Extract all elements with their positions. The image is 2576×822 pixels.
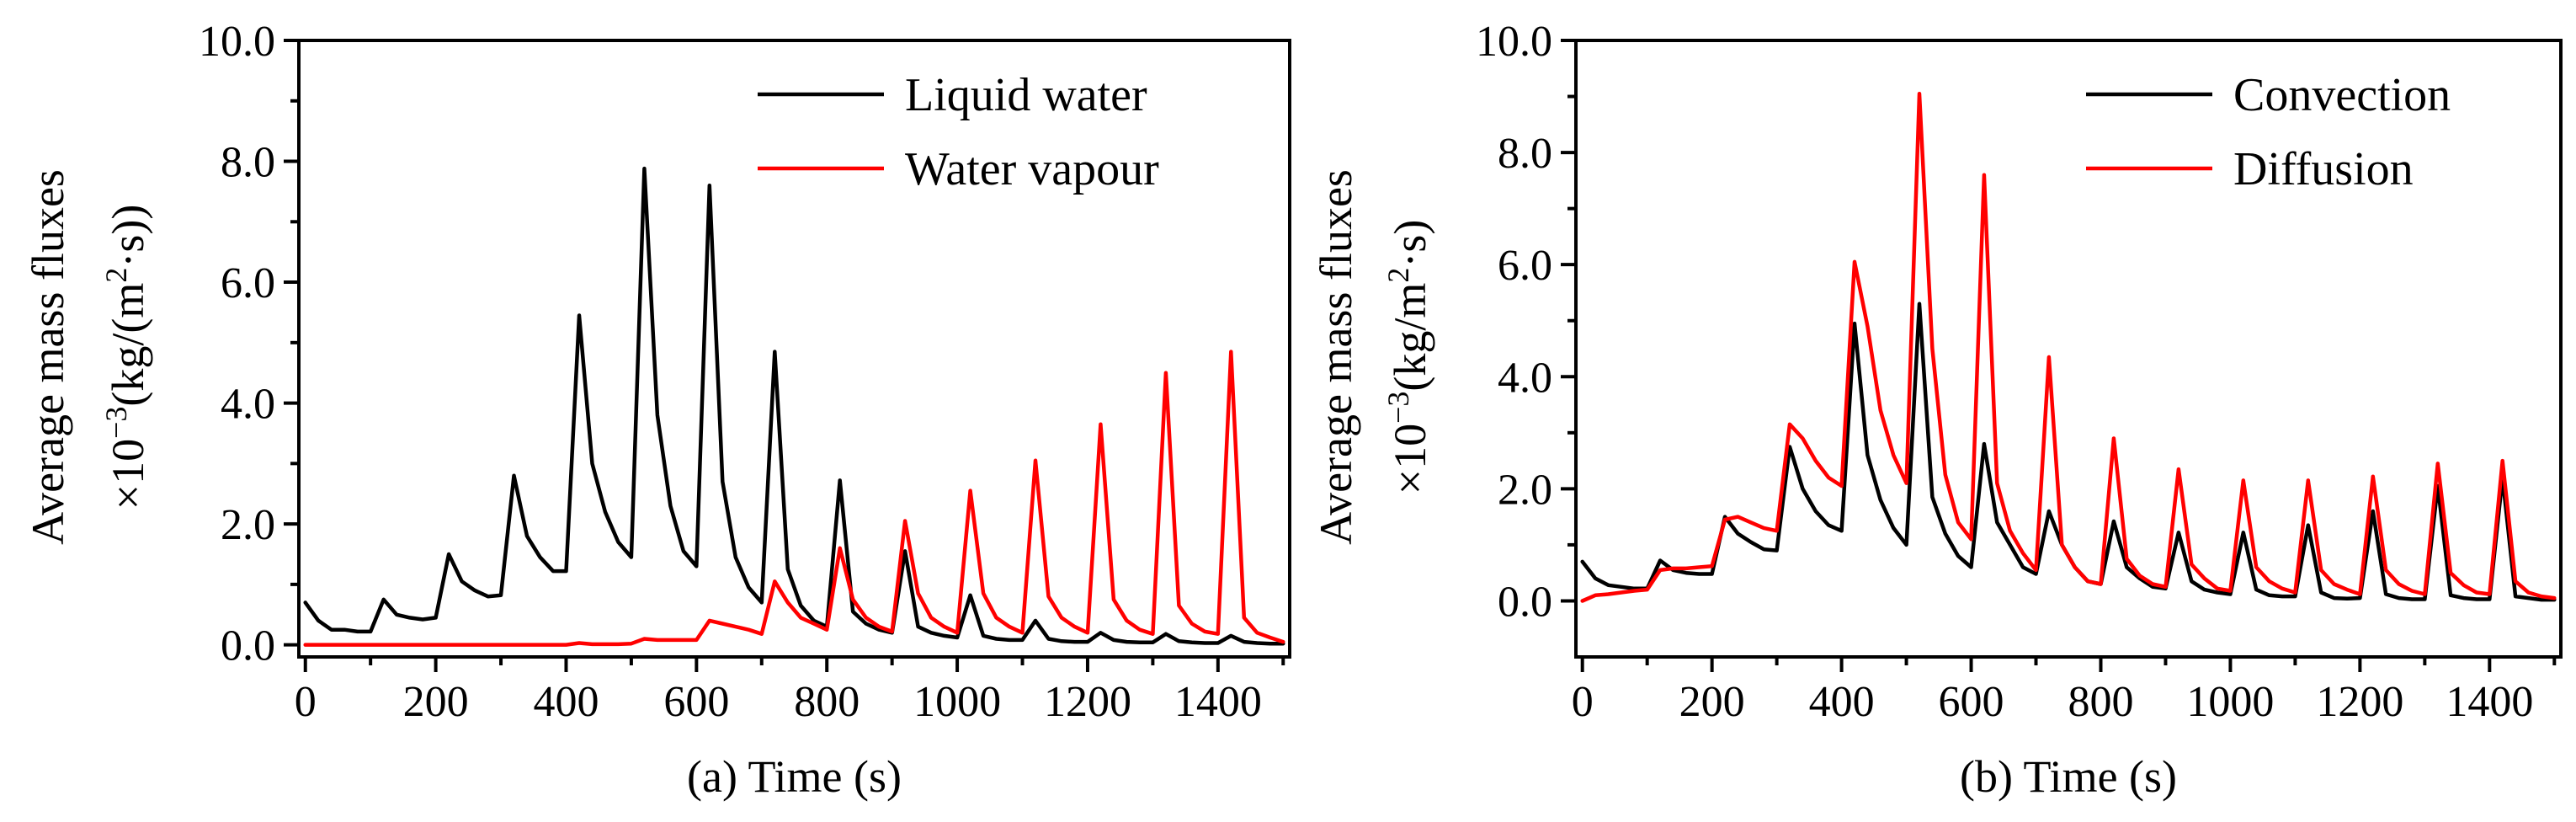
x-tick-label: 400	[533, 678, 599, 726]
x-tick-label: 400	[1809, 678, 1875, 726]
y-tick-label: 6.0	[221, 259, 275, 307]
y-tick-label: 0.0	[221, 622, 275, 670]
y-tick-label: 2.0	[1498, 466, 1552, 514]
x-axis-title: (a) Time (s)	[687, 751, 902, 802]
x-tick-label: 800	[2068, 678, 2133, 726]
series-line-water-vapour	[303, 350, 1285, 647]
x-tick-label: 1000	[2186, 678, 2274, 726]
y-axis-title-part: (kg/m	[1385, 283, 1435, 392]
x-tick-label: 0	[1572, 678, 1594, 726]
x-tick-label: 1400	[1174, 678, 1262, 726]
y-axis-title-part: −3	[99, 407, 133, 439]
x-axis-title: (b) Time (s)	[1960, 751, 2177, 802]
legend-label-liquid-water: Liquid water	[905, 69, 1147, 121]
x-tick-label: 1200	[1044, 678, 1131, 726]
y-tick-label: 6.0	[1498, 242, 1552, 290]
y-tick-label: 2.0	[221, 501, 275, 549]
y-axis-title-part: ×10	[1385, 424, 1435, 494]
y-tick-label: 8.0	[221, 139, 275, 187]
x-tick-label: 800	[794, 678, 860, 726]
x-tick-label: 600	[1939, 678, 2004, 726]
x-tick-label: 600	[663, 678, 729, 726]
y-tick-label: 4.0	[1498, 354, 1552, 402]
y-tick-label: 8.0	[1498, 130, 1552, 178]
series-line-diffusion	[1580, 91, 2557, 603]
chart-panel-a: 0 200 400 600 800 1000 1200 1400 0.0 2.0 4.0 6.0 8.0…	[23, 18, 1291, 802]
y-axis-title-part: 2	[99, 268, 133, 283]
legend-label-convection: Convection	[2233, 69, 2451, 121]
plot-frame	[297, 39, 1291, 659]
y-tick-label: 10.0	[1476, 18, 1552, 66]
x-tick-label: 1200	[2316, 678, 2403, 726]
legend-label-diffusion: Diffusion	[2233, 143, 2414, 195]
y-axis-title-part: ×10	[103, 439, 153, 510]
y-axis-title-line2: ×10−3(kg/(m2·s))	[99, 205, 153, 510]
y-axis-title-line2: ×10−3(kg/m2·s)	[1381, 220, 1435, 495]
y-axis-title-part: 2	[1381, 268, 1415, 283]
x-tick-label: 200	[403, 678, 469, 726]
chart-panel-b: 0 200 400 600 800 1000 1200 1400 0.0 2.0 4.0 6.0 8.0…	[1311, 18, 2563, 802]
legend-label-water-vapour: Water vapour	[905, 143, 1159, 195]
y-axis-title-part: (kg/(m	[103, 283, 153, 407]
y-tick-label: 0.0	[1498, 578, 1552, 626]
x-tick-label: 0	[295, 678, 317, 726]
y-axis-title-line1: Average mass fluxes	[1311, 169, 1361, 545]
x-tick-label: 200	[1679, 678, 1745, 726]
y-tick-label: 4.0	[221, 381, 275, 429]
y-axis-title-part: −3	[1381, 392, 1415, 424]
y-axis-title-part: ·s))	[103, 205, 153, 268]
y-axis-title-line1: Average mass fluxes	[23, 169, 73, 545]
series-line-liquid-water	[303, 166, 1285, 646]
x-tick-label: 1400	[2446, 678, 2533, 726]
plot-frame	[1574, 39, 2563, 659]
y-axis-title-part: ·s)	[1385, 220, 1435, 268]
y-tick-label: 10.0	[199, 18, 275, 66]
x-tick-label: 1000	[913, 678, 1001, 726]
